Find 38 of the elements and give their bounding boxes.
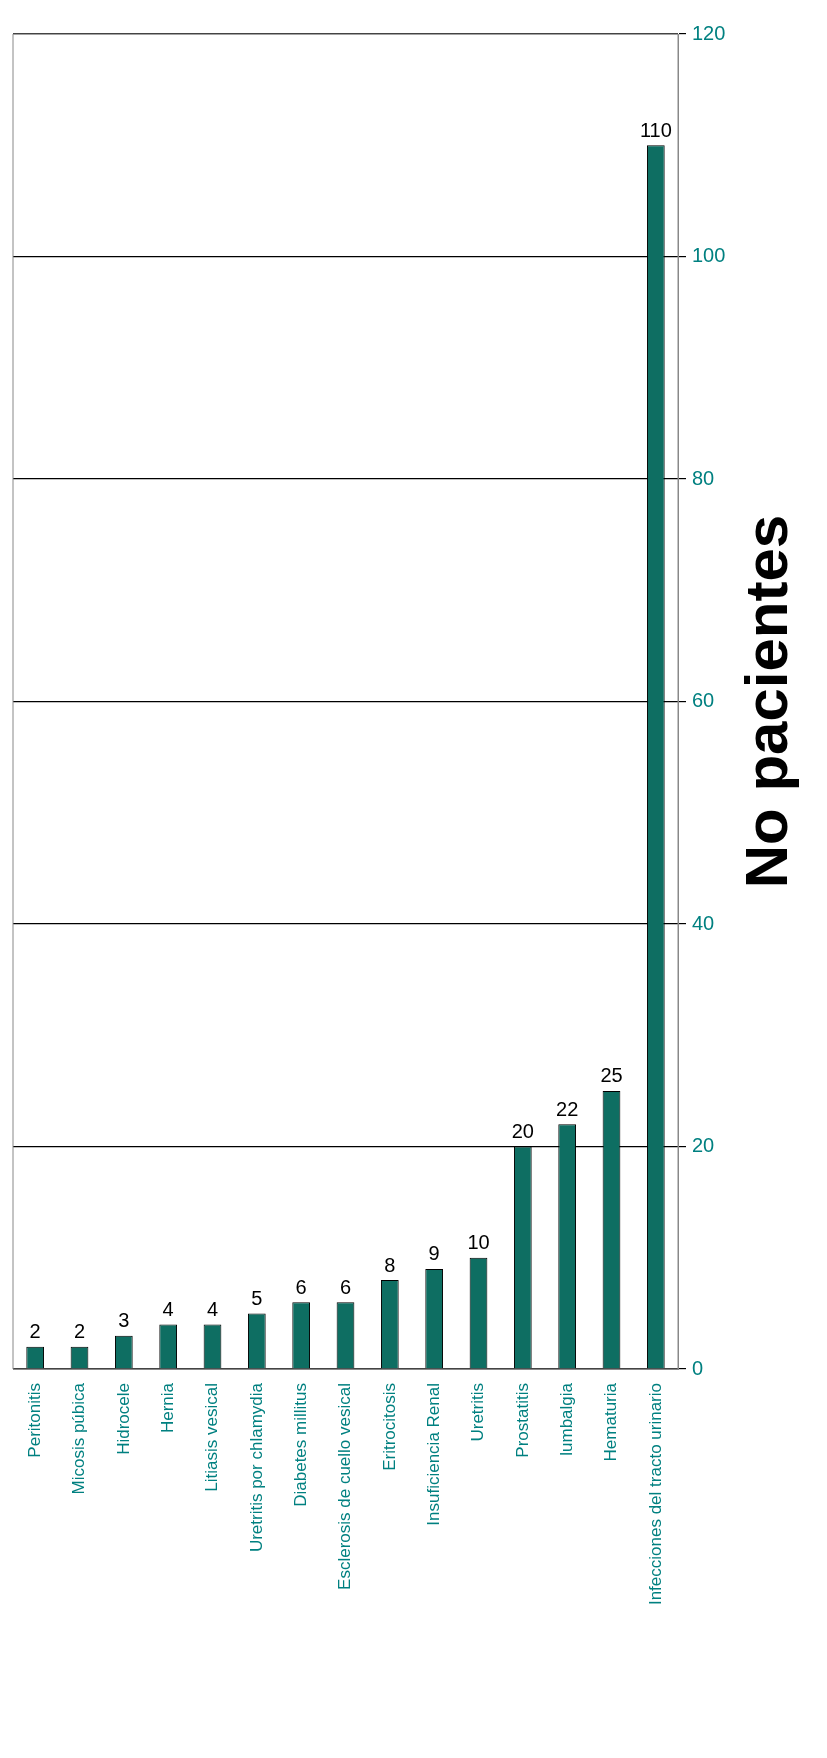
x-tick-label: Hematuria bbox=[601, 1382, 621, 1462]
y-tick-label: 20 bbox=[692, 1134, 715, 1157]
x-tick-label: Hernia bbox=[157, 1382, 177, 1434]
y-tick-label: 80 bbox=[692, 466, 715, 489]
data-label: 8 bbox=[384, 1253, 396, 1276]
data-label: 6 bbox=[295, 1275, 307, 1298]
y-tick-label: 60 bbox=[692, 689, 715, 712]
x-tick-label: Uretritis bbox=[468, 1383, 488, 1442]
data-label: 22 bbox=[556, 1097, 579, 1120]
data-label: 4 bbox=[162, 1298, 174, 1321]
data-label: 6 bbox=[339, 1275, 352, 1298]
x-tick-label: Hidrocele bbox=[113, 1383, 133, 1455]
x-tick-label: Eritrocitosis bbox=[379, 1383, 399, 1471]
data-label: 110 bbox=[639, 118, 672, 141]
x-tick-label: Infecciones del tracto urinario bbox=[645, 1383, 665, 1606]
data-label: 2 bbox=[29, 1320, 41, 1343]
data-label: 5 bbox=[251, 1286, 263, 1309]
y-tick-label: 0 bbox=[692, 1356, 704, 1379]
y-tick-label: 100 bbox=[692, 244, 726, 267]
data-label: 3 bbox=[118, 1309, 130, 1332]
x-tick-label: Prostatitis bbox=[512, 1383, 532, 1458]
x-tick-label: Litiasis vesical bbox=[202, 1383, 222, 1492]
x-tick-label: Micosis púbica bbox=[69, 1382, 89, 1495]
x-tick-label: Peritonitis bbox=[24, 1383, 44, 1458]
data-label: 10 bbox=[467, 1231, 490, 1254]
data-label: 25 bbox=[600, 1064, 623, 1087]
y-tick-label: 120 bbox=[692, 21, 726, 44]
text: No pacientes bbox=[732, 514, 800, 889]
y-tick-label: 40 bbox=[692, 911, 715, 934]
x-tick-label: Diabetes millitus bbox=[290, 1383, 310, 1507]
x-tick-label: Uretritis por chlamydia bbox=[246, 1382, 266, 1553]
x-tick-label: Insuficiencia Renal bbox=[423, 1383, 443, 1526]
data-label: 2 bbox=[73, 1320, 86, 1343]
x-tick-label: Esclerosis de cuello vesical bbox=[335, 1383, 355, 1590]
data-label: 20 bbox=[511, 1120, 534, 1143]
data-label: 4 bbox=[206, 1298, 219, 1321]
data-label: 9 bbox=[428, 1242, 440, 1265]
x-tick-label: lumbalgia bbox=[556, 1382, 576, 1456]
